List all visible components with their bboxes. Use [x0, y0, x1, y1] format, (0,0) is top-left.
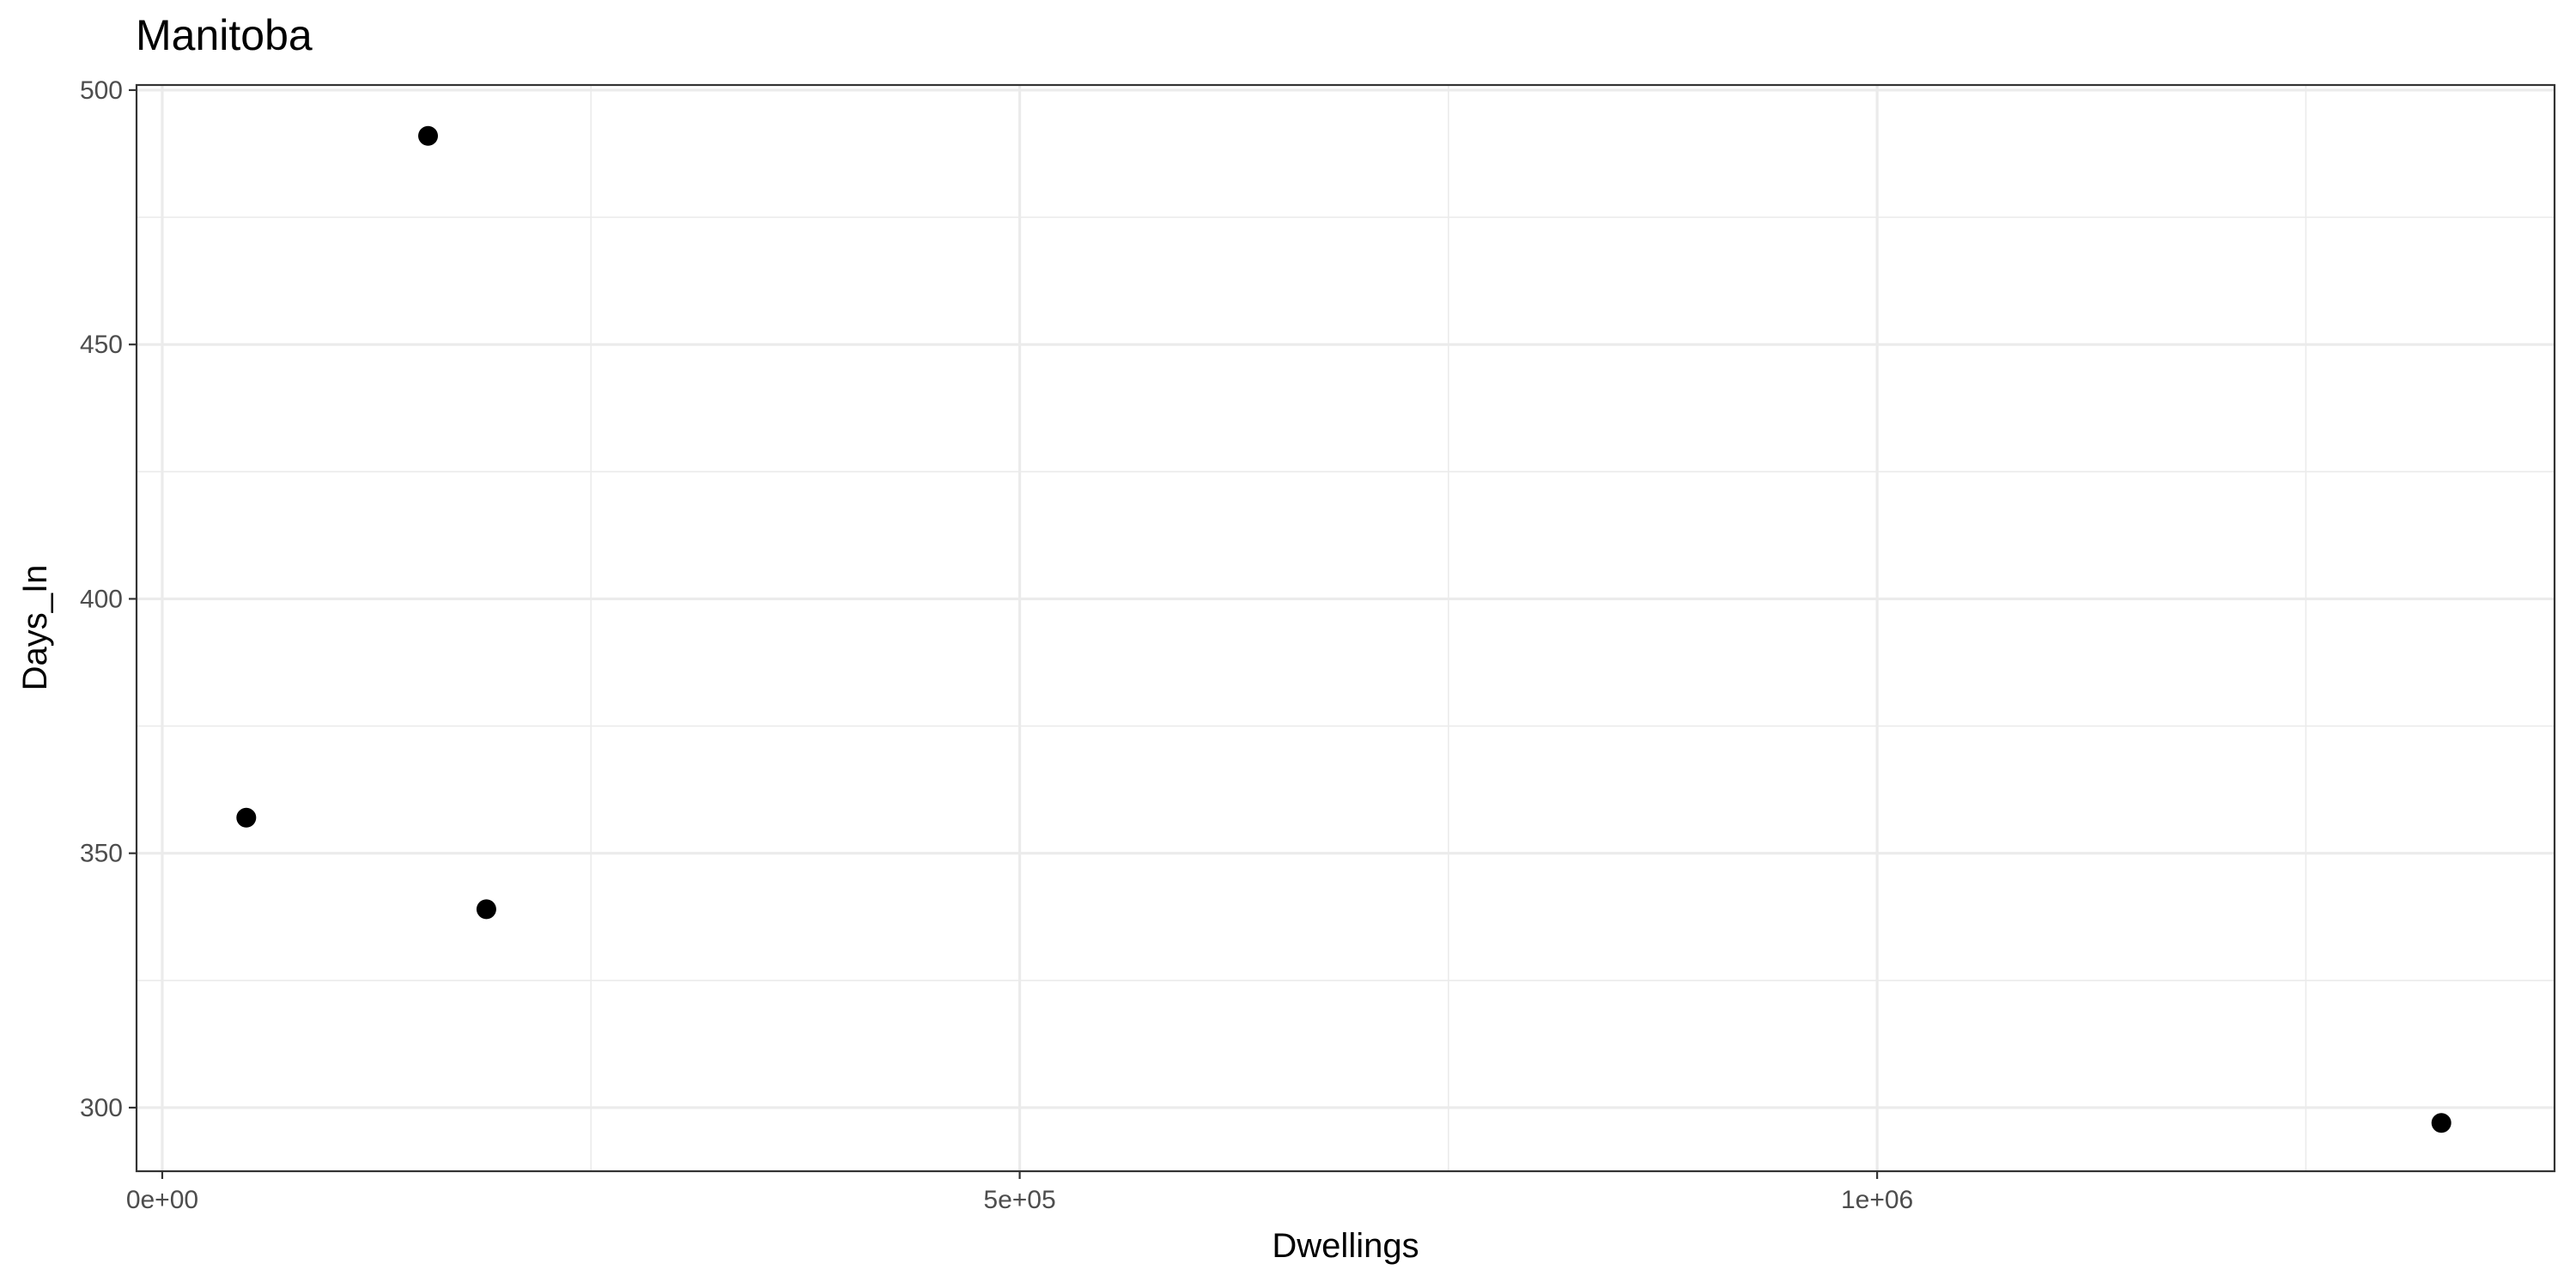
data-point: [476, 899, 496, 920]
data-point: [2431, 1113, 2451, 1133]
y-axis: 300 350 400 450 500: [80, 76, 137, 1122]
plot-panel: [135, 83, 2556, 1173]
y-tick-label: 300: [80, 1094, 123, 1122]
y-tick-label: 500: [80, 76, 123, 105]
x-tick-label: 5e+05: [983, 1186, 1055, 1214]
y-tick-label: 400: [80, 585, 123, 613]
x-tick-label: 0e+00: [126, 1186, 198, 1214]
major-gridlines: [137, 85, 2555, 1171]
minor-gridlines: [137, 85, 2555, 1171]
panel-border: [135, 83, 2556, 1173]
y-axis-title: Days_In: [16, 565, 54, 691]
y-tick-label: 350: [80, 840, 123, 868]
data-point: [236, 807, 257, 828]
x-axis-title: Dwellings: [1272, 1227, 1419, 1265]
y-tick-label: 450: [80, 331, 123, 359]
data-points: [236, 125, 2451, 1133]
chart-title: Manitoba: [136, 11, 313, 59]
x-tick-label: 1e+06: [1841, 1186, 1913, 1214]
data-point: [418, 125, 439, 146]
panel-background: [137, 85, 2555, 1171]
x-axis: 0e+00 5e+05 1e+06: [126, 1171, 1913, 1214]
